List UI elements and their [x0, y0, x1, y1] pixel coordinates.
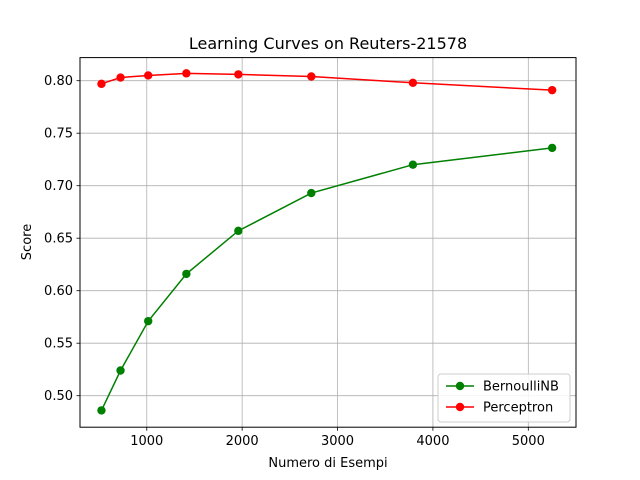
- y-tick-label: 0.55: [44, 337, 73, 352]
- y-tick-label: 0.65: [44, 232, 73, 247]
- x-axis: 1000 2000 3000 4000 5000: [130, 427, 545, 449]
- series-bernoullinb: [97, 143, 557, 415]
- data-point: [408, 160, 418, 169]
- data-point: [182, 69, 191, 78]
- data-point: [307, 72, 316, 81]
- y-tick-label: 0.60: [44, 284, 73, 299]
- data-point: [408, 78, 418, 88]
- data-point: [144, 316, 153, 326]
- series-line: [100, 147, 553, 411]
- x-axis-label: Numero di Esempi: [268, 456, 387, 471]
- data-point: [547, 143, 557, 153]
- x-tick-label: 1000: [130, 434, 163, 449]
- plot-frame: [79, 57, 577, 428]
- grid: [80, 57, 576, 428]
- data-point: [234, 70, 243, 79]
- data-point: [116, 366, 125, 375]
- series-line: [101, 72, 553, 91]
- y-tick-label: 0.75: [44, 127, 73, 142]
- legend-label: Perceptron: [483, 401, 553, 416]
- data-point: [97, 406, 106, 415]
- legend: BernoulliNB Perceptron: [437, 373, 571, 423]
- data-point: [182, 269, 191, 279]
- legend-item: Perceptron: [446, 401, 553, 416]
- data-point: [307, 188, 316, 198]
- y-tick-label: 0.70: [44, 179, 73, 194]
- legend-marker: [455, 381, 465, 391]
- x-tick-label: 2000: [226, 434, 259, 449]
- series-layer: [97, 69, 557, 415]
- y-axis: 0.50 0.55 0.60 0.65 0.70 0.75 0.80: [44, 74, 80, 404]
- data-point: [116, 73, 125, 82]
- legend-marker: [455, 402, 465, 412]
- data-point: [144, 71, 153, 80]
- x-tick-label: 4000: [416, 434, 449, 449]
- data-point: [234, 226, 243, 236]
- legend-label: BernoulliNB: [483, 380, 559, 395]
- x-tick-label: 3000: [321, 434, 354, 449]
- legend-item: BernoulliNB: [446, 380, 559, 395]
- data-point: [97, 79, 106, 89]
- x-tick-label: 5000: [512, 434, 545, 449]
- y-axis-label: Score: [20, 224, 35, 260]
- y-tick-label: 0.50: [44, 389, 73, 404]
- data-point: [547, 85, 557, 95]
- y-tick-label: 0.80: [44, 74, 73, 89]
- chart-title: Learning Curves on Reuters-21578: [189, 34, 467, 53]
- series-perceptron: [97, 69, 557, 95]
